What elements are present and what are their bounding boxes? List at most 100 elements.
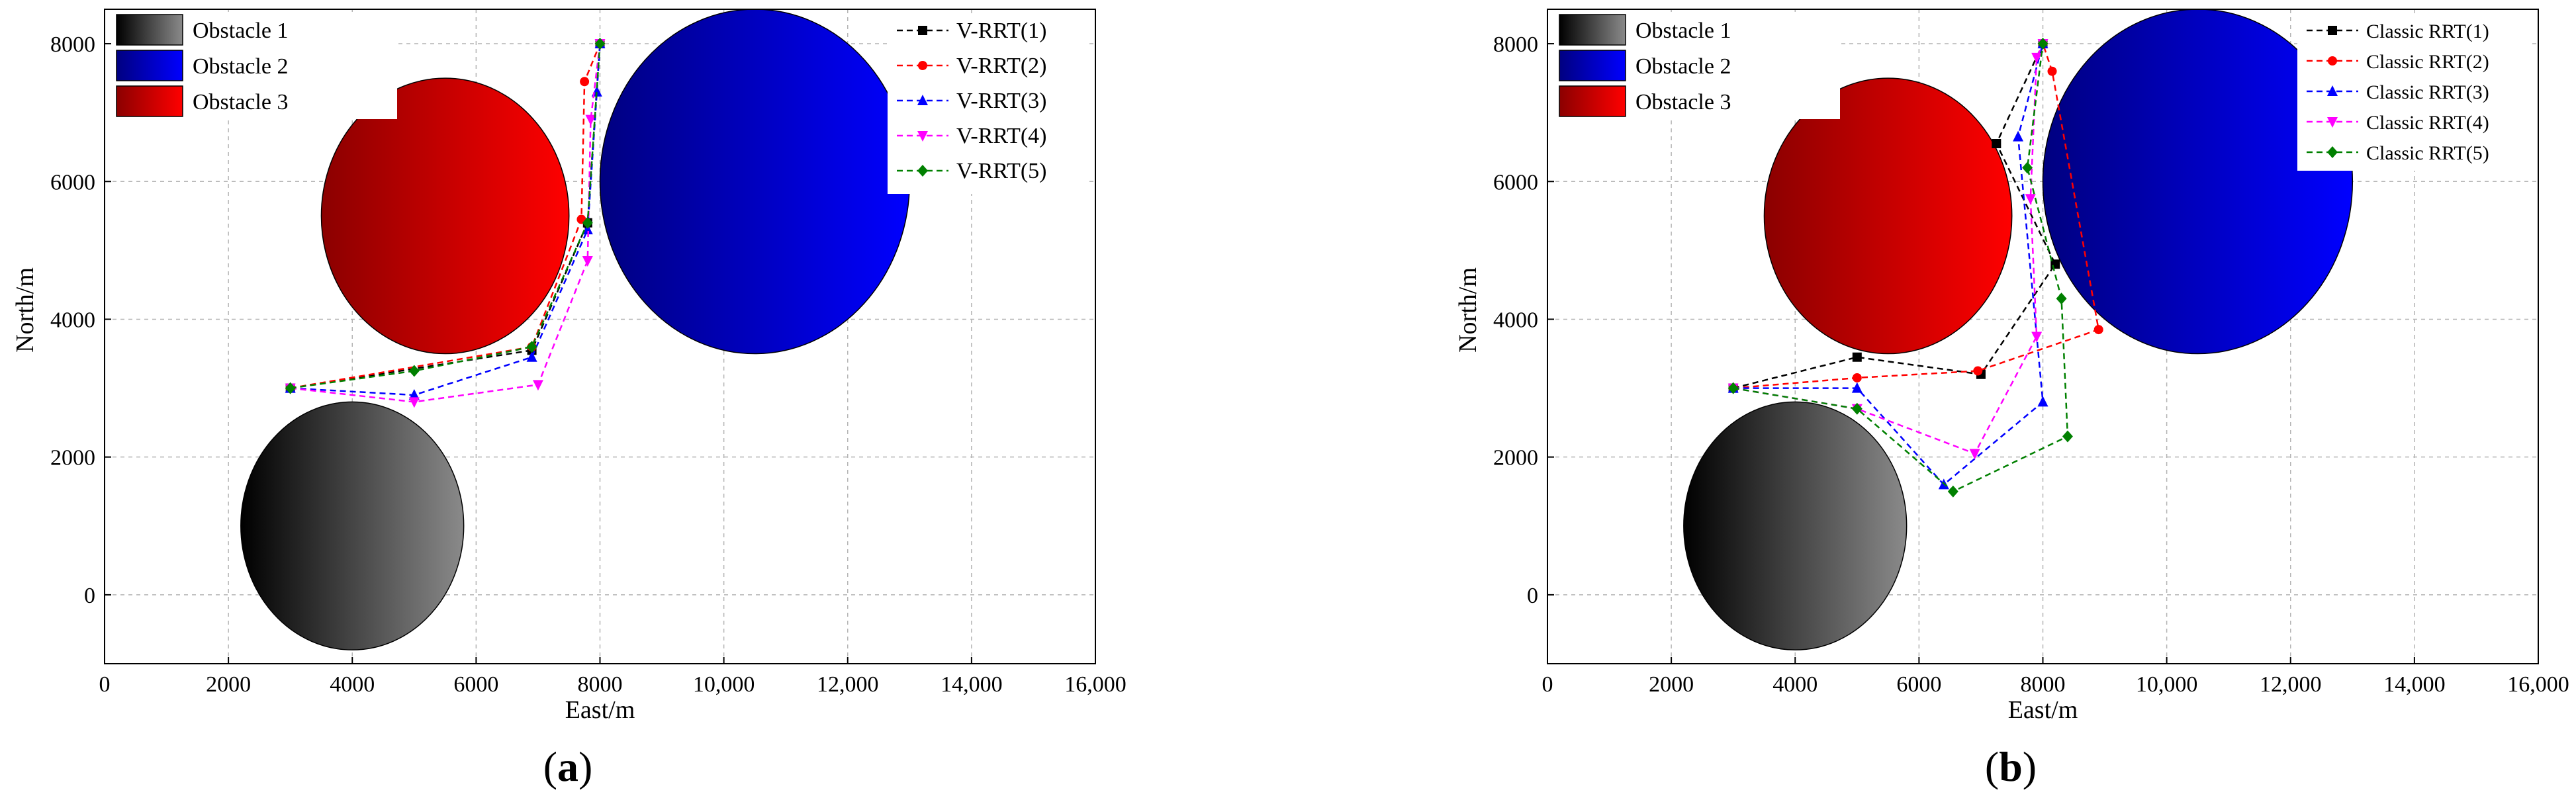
x-tick-label: 16,000 — [1064, 672, 1127, 697]
legend-marker — [918, 61, 927, 70]
data-point — [532, 380, 543, 391]
legend-label: Classic RRT(2) — [2366, 51, 2489, 73]
data-point — [2037, 38, 2048, 50]
legend-marker — [917, 165, 928, 177]
legend-swatch — [116, 85, 183, 117]
legend-marker — [917, 131, 928, 142]
data-point — [2031, 332, 2043, 343]
data-point — [1851, 402, 1863, 415]
x-tick-label: 12,000 — [2260, 672, 2322, 697]
legend-marker — [2327, 85, 2338, 96]
x-tick-label: 12,000 — [817, 672, 879, 697]
obstacle-legend: Obstacle 1 Obstacle 2 Obstacle 3 — [113, 12, 397, 119]
data-point — [582, 224, 593, 235]
obstacle-1 — [1683, 401, 1908, 650]
series-line — [1733, 43, 2044, 486]
legend-label: Classic RRT(3) — [2366, 81, 2489, 103]
data-point — [285, 382, 296, 394]
x-axis-label: East/m — [565, 696, 635, 724]
data-point — [585, 114, 596, 126]
x-tick-label: 0 — [1542, 672, 1553, 697]
legend-marker — [2328, 56, 2337, 66]
data-point — [408, 388, 420, 400]
data-point — [2093, 325, 2103, 335]
data-point — [1973, 366, 1983, 376]
series-line — [1733, 43, 2100, 389]
legend-label: V-RRT(3) — [956, 89, 1046, 113]
x-tick-label: 10,000 — [693, 672, 755, 697]
legend-label: Obstacle 3 — [1635, 90, 1731, 114]
legend-label: Classic RRT(1) — [2366, 21, 2489, 42]
data-point — [1852, 373, 1862, 382]
data-point — [1992, 139, 2001, 149]
data-point — [1851, 382, 1863, 393]
legend-label: Classic RRT(4) — [2366, 112, 2489, 134]
data-point — [1852, 352, 1862, 362]
series-line — [290, 43, 601, 403]
legend-label: Obstacle 1 — [193, 19, 288, 43]
data-point — [2037, 396, 2048, 407]
legend-label: Obstacle 2 — [193, 54, 288, 79]
data-point — [1727, 382, 1739, 394]
panel-label-a: (a) — [543, 743, 593, 790]
y-tick-label: 6000 — [50, 170, 95, 195]
series-legend: V-RRT(1) V-RRT(2) V-RRT(3) V-RRT(4) V-RRT(5) — [888, 13, 1089, 194]
series — [1727, 38, 2103, 498]
x-tick-label: 2000 — [1649, 672, 1694, 697]
y-tick-label: 2000 — [1493, 446, 1538, 470]
data-point — [526, 351, 537, 362]
data-point — [2013, 130, 2024, 142]
data-point — [408, 397, 420, 408]
x-tick-label: 14,000 — [2383, 672, 2446, 697]
obstacle-1 — [240, 401, 465, 650]
data-point — [2031, 52, 2043, 64]
x-tick-label: 0 — [99, 672, 111, 697]
legend-swatch — [1559, 50, 1626, 81]
y-axis-label: North/m — [1454, 267, 1482, 353]
legend-marker — [917, 95, 928, 105]
data-point — [408, 365, 420, 377]
y-tick-label: 8000 — [1493, 32, 1538, 57]
data-point — [1947, 485, 1958, 498]
legend-marker — [2328, 26, 2337, 35]
data-point — [526, 341, 537, 353]
data-point — [580, 77, 590, 87]
y-tick-label: 4000 — [1493, 308, 1538, 332]
legend-marker — [2327, 146, 2338, 158]
panel-label-letter: b — [1999, 743, 2023, 790]
x-tick-label: 8000 — [2021, 672, 2066, 697]
y-tick-label: 4000 — [50, 308, 95, 332]
panel-label-open: ( — [1985, 743, 1999, 790]
x-tick-label: 6000 — [1896, 672, 1941, 697]
panel-label-close: ) — [2023, 743, 2037, 790]
legend-label: Obstacle 1 — [1635, 19, 1731, 43]
y-tick-label: 0 — [1527, 584, 1538, 608]
y-tick-label: 8000 — [50, 32, 95, 57]
y-tick-label: 0 — [84, 584, 95, 608]
y-tick-label: 2000 — [50, 446, 95, 470]
x-tick-label: 14,000 — [941, 672, 1003, 697]
series-line — [290, 43, 601, 396]
panel-a: 0 2000 4000 6000 8000 10,000 12,000 14,000 16,00… — [11, 9, 1127, 790]
x-tick-label: 4000 — [1772, 672, 1817, 697]
data-point — [2062, 430, 2073, 443]
x-tick-label: 4000 — [330, 672, 375, 697]
data-point — [2022, 161, 2033, 174]
data-point — [1969, 449, 1980, 460]
data-point — [2047, 66, 2057, 76]
legend-swatch — [1559, 85, 1626, 117]
obstacle-2 — [599, 9, 911, 355]
data-point — [2025, 194, 2036, 205]
obstacle-3 — [1763, 77, 2013, 355]
obstacle-3 — [320, 77, 570, 355]
x-tick-label: 2000 — [206, 672, 251, 697]
x-axis-label: East/m — [2008, 696, 2078, 724]
series-5 — [285, 38, 606, 394]
legend-label: V-RRT(5) — [956, 159, 1046, 183]
legend-label: V-RRT(1) — [956, 19, 1046, 43]
ticks: 0 2000 4000 6000 8000 10,000 12,000 14,000 16,00… — [1493, 32, 2569, 697]
data-point — [582, 255, 593, 267]
panel-b: 0 2000 4000 6000 8000 10,000 12,000 14,000 16,00… — [1454, 9, 2569, 790]
panel-label-close: ) — [578, 743, 592, 790]
data-point — [594, 38, 606, 50]
